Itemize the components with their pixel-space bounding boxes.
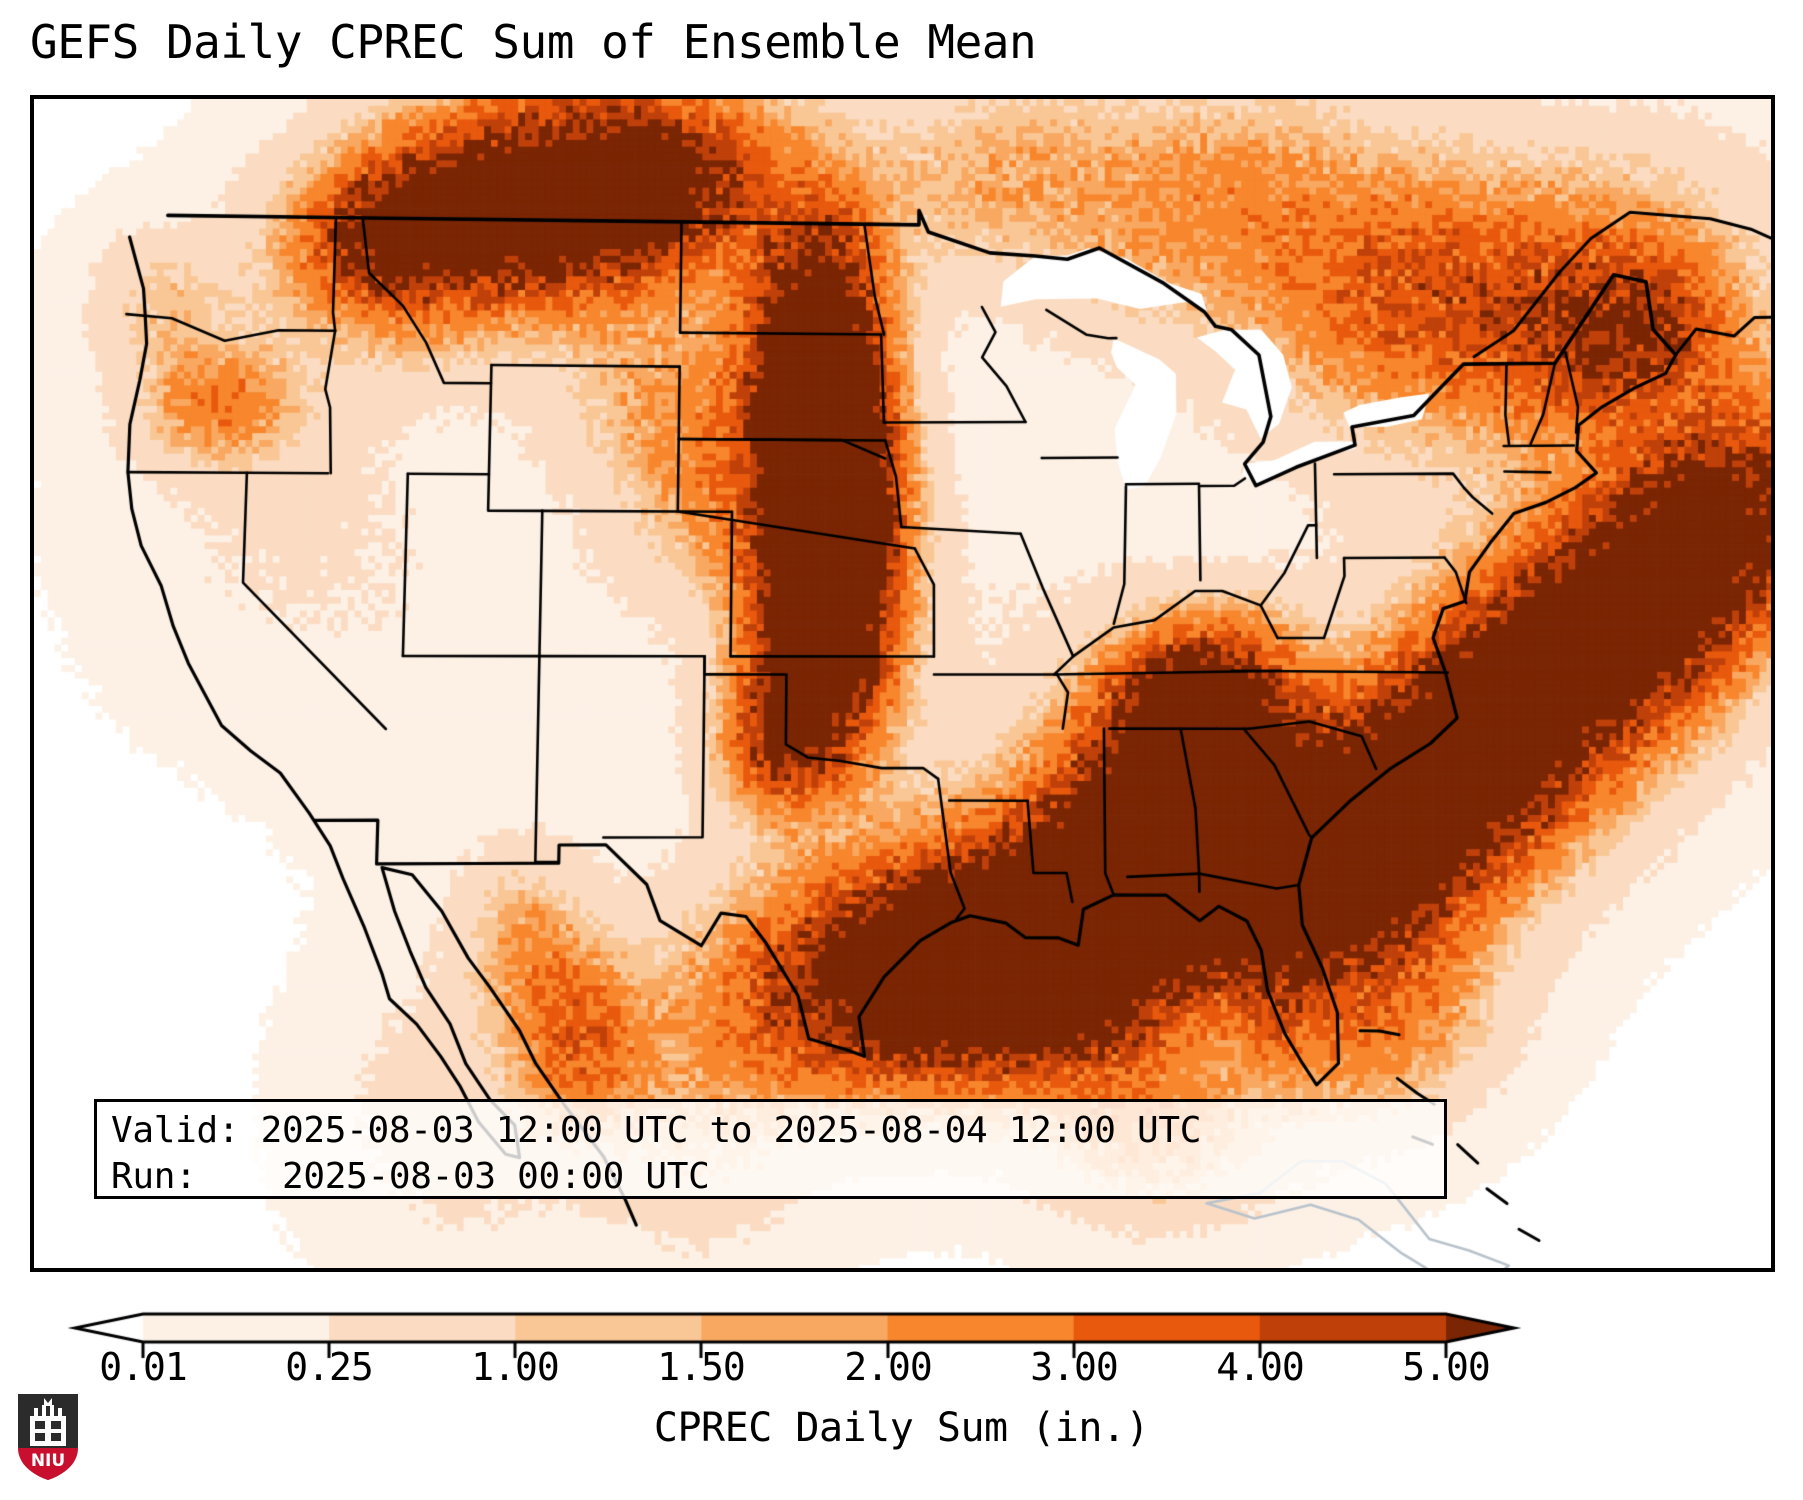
valid-run-info-box: Valid: 2025-08-03 12:00 UTC to 2025-08-0… [94, 1099, 1447, 1199]
niu-logo: NIU [18, 1394, 78, 1480]
colorbar-axis-label: CPREC Daily Sum (in.) [653, 1405, 1150, 1451]
colorbar-tick-6: 4.00 [1216, 1345, 1305, 1389]
run-time-line: Run: 2025-08-03 00:00 UTC [111, 1156, 710, 1197]
colorbar-gradient [0, 1300, 1803, 1360]
precipitation-heatmap-canvas [34, 99, 1771, 1268]
valid-time-line: Valid: 2025-08-03 12:00 UTC to 2025-08-0… [111, 1110, 1202, 1151]
colorbar-tick-4: 2.00 [844, 1345, 933, 1389]
colorbar-tick-7: 5.00 [1402, 1345, 1491, 1389]
colorbar-tick-3: 1.50 [657, 1345, 746, 1389]
map-panel: Valid: 2025-08-03 12:00 UTC to 2025-08-0… [30, 95, 1775, 1272]
colorbar-tick-2: 1.00 [471, 1345, 560, 1389]
niu-logo-text: NIU [31, 1451, 65, 1471]
colorbar-tick-0: 0.01 [99, 1345, 188, 1389]
colorbar-tick-1: 0.25 [285, 1345, 374, 1389]
colorbar-tick-5: 3.00 [1030, 1345, 1119, 1389]
colorbar [0, 1300, 1803, 1360]
page-title: GEFS Daily CPREC Sum of Ensemble Mean [30, 15, 1037, 69]
